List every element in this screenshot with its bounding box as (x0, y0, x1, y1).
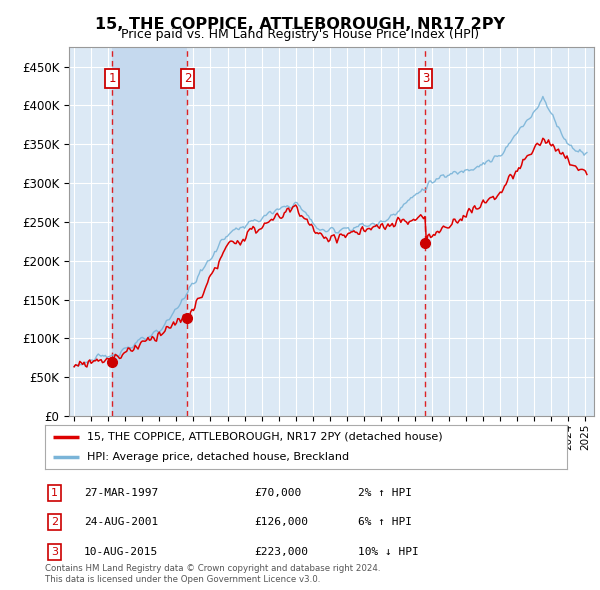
Text: 2: 2 (184, 72, 191, 85)
Text: This data is licensed under the Open Government Licence v3.0.: This data is licensed under the Open Gov… (45, 575, 320, 584)
Text: 24-AUG-2001: 24-AUG-2001 (84, 517, 158, 527)
Text: 2: 2 (51, 517, 58, 527)
Text: £126,000: £126,000 (254, 517, 308, 527)
Text: 15, THE COPPICE, ATTLEBOROUGH, NR17 2PY: 15, THE COPPICE, ATTLEBOROUGH, NR17 2PY (95, 17, 505, 31)
Text: 2% ↑ HPI: 2% ↑ HPI (358, 488, 412, 497)
Text: £70,000: £70,000 (254, 488, 301, 497)
Text: 10-AUG-2015: 10-AUG-2015 (84, 547, 158, 557)
Text: 1: 1 (109, 72, 116, 85)
Text: 6% ↑ HPI: 6% ↑ HPI (358, 517, 412, 527)
Text: 15, THE COPPICE, ATTLEBOROUGH, NR17 2PY (detached house): 15, THE COPPICE, ATTLEBOROUGH, NR17 2PY … (87, 432, 442, 442)
Text: 27-MAR-1997: 27-MAR-1997 (84, 488, 158, 497)
Text: 3: 3 (51, 547, 58, 557)
Text: 10% ↓ HPI: 10% ↓ HPI (358, 547, 419, 557)
Text: HPI: Average price, detached house, Breckland: HPI: Average price, detached house, Brec… (87, 452, 349, 462)
Text: Contains HM Land Registry data © Crown copyright and database right 2024.: Contains HM Land Registry data © Crown c… (45, 565, 380, 573)
Text: £223,000: £223,000 (254, 547, 308, 557)
Text: 1: 1 (51, 488, 58, 497)
Text: Price paid vs. HM Land Registry's House Price Index (HPI): Price paid vs. HM Land Registry's House … (121, 28, 479, 41)
Text: 3: 3 (422, 72, 429, 85)
Bar (112, 47, 187, 416)
